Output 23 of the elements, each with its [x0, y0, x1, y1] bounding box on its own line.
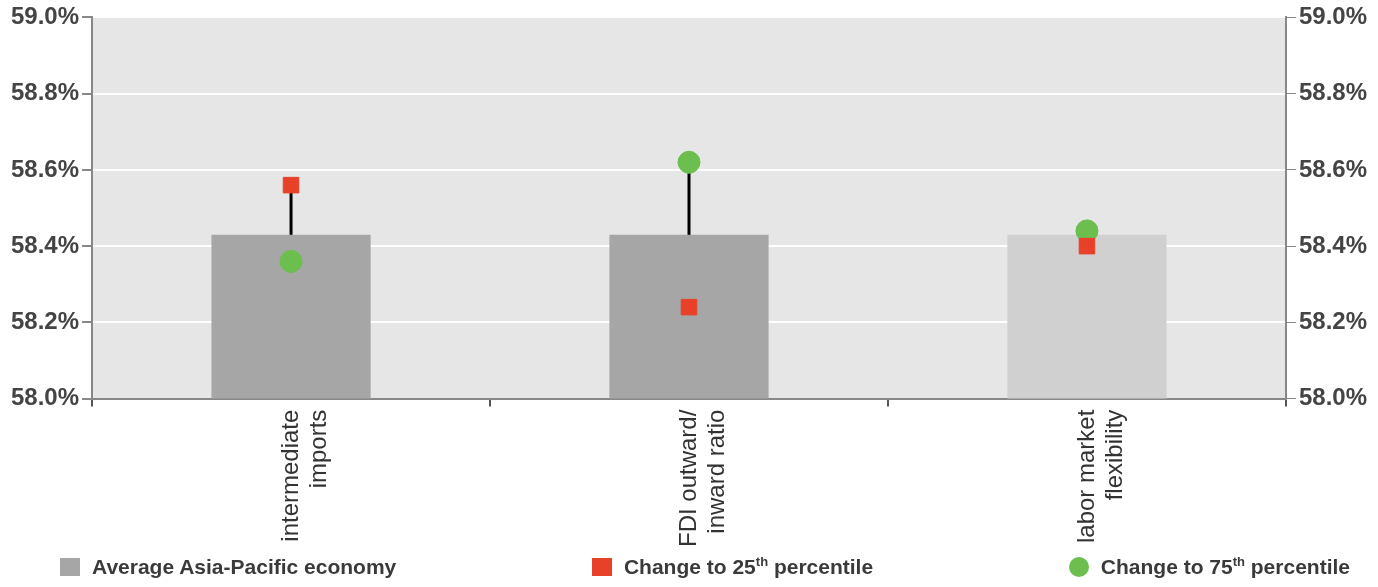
point [1078, 237, 1096, 255]
y2-tick-label: 58.4% [10, 230, 80, 258]
y2-tick-label: 58.2% [10, 307, 80, 334]
point [677, 150, 701, 174]
point [279, 249, 303, 273]
y2-tick-label: 58.6% [10, 154, 80, 182]
legend-label: Change to 25$^{th}$ percentile [623, 554, 874, 579]
x-tick-label: labor market flexibility [1071, 409, 1128, 544]
y2-tick-label: 58.0% [10, 383, 80, 411]
y-tick-label: 58.8% [1298, 78, 1368, 106]
y-tick-label: 59.0% [1298, 2, 1368, 30]
legend-label: Average Asia-Pacific economy [92, 554, 397, 579]
y-tick-label: 58.2% [1298, 307, 1368, 334]
point [282, 176, 300, 194]
x-tick-label: FDI outward/ inward ratio [673, 409, 730, 548]
y-tick-label: 58.0% [1298, 383, 1368, 411]
point [680, 298, 698, 316]
x-tick-label: intermediate imports [275, 409, 332, 542]
y-tick-label: 58.4% [1298, 230, 1368, 258]
y-tick-label: 58.6% [1298, 154, 1368, 182]
y2-tick-label: 59.0% [10, 2, 80, 30]
legend-label: Change to 75$^{th}$ percentile [1100, 554, 1350, 579]
y2-tick-label: 58.8% [10, 78, 80, 106]
